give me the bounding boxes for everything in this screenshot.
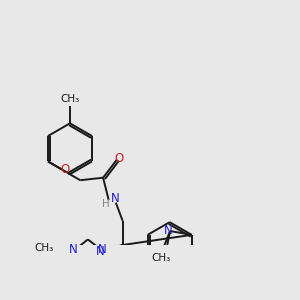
Text: O: O [60, 163, 70, 176]
Text: H: H [102, 199, 110, 209]
Text: CH₃: CH₃ [152, 253, 171, 263]
Text: CH₃: CH₃ [34, 242, 54, 253]
Text: O: O [115, 152, 124, 165]
Text: N: N [68, 243, 77, 256]
Text: CH₃: CH₃ [60, 94, 80, 104]
Text: N: N [98, 243, 106, 256]
Text: N: N [95, 244, 104, 258]
Text: N: N [164, 224, 173, 236]
Text: N: N [111, 192, 119, 205]
